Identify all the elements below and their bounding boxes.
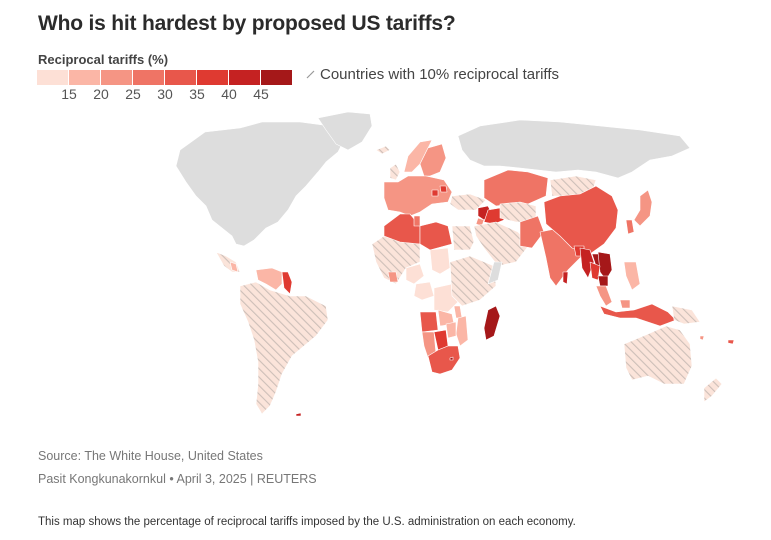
country-philippines[interactable]: Philippines: 17%	[623, 261, 641, 291]
country-zimbabwe[interactable]: Zimbabwe: 18%	[445, 321, 457, 339]
legend-tick-label: 25	[125, 86, 141, 102]
country-indonesia[interactable]: Indonesia: 32%	[599, 303, 677, 327]
source-credit: Source: The White House, United States	[38, 449, 263, 463]
country-malawi[interactable]: Malawi: 18%	[453, 305, 463, 319]
country-russia[interactable]: Russia	[457, 119, 691, 179]
legend-tick-label: 35	[189, 86, 205, 102]
country-mozambique[interactable]: Mozambique: 16%	[455, 315, 469, 347]
legend-swatch	[69, 70, 100, 85]
legend-swatch	[261, 70, 292, 85]
legend-swatch	[165, 70, 196, 85]
hatch-pattern-icon	[306, 70, 315, 79]
country-vanuatu[interactable]: Vanuatu: 22%	[699, 335, 705, 341]
country-chad[interactable]: Chad: 13%	[429, 247, 451, 275]
world-map: North AmericaGreenlandRussiaCentral Amer…	[175, 111, 735, 417]
country-kazakhstan[interactable]: Kazakhstan: 27%	[483, 169, 549, 207]
country-north-west-africa[interactable]: North/West Africa: 10%	[371, 235, 421, 285]
country-nicaragua[interactable]: Nicaragua: 18%	[229, 261, 239, 273]
legend-color-scale	[37, 70, 292, 85]
legend-tick-label: 40	[221, 86, 237, 102]
country-south-korea[interactable]: South Korea: 25%	[625, 219, 635, 235]
country-brunei[interactable]: Brunei: 24%	[619, 299, 631, 309]
country-lesotho[interactable]: Lesotho: 50%	[449, 356, 454, 361]
map-description: This map shows the percentage of recipro…	[38, 516, 576, 528]
country-greenland[interactable]: Greenland	[317, 111, 373, 151]
country-angola[interactable]: Angola: 32%	[419, 311, 439, 333]
country-iceland[interactable]: Iceland: 10%	[375, 145, 391, 155]
legend-tick-label: 20	[93, 86, 109, 102]
country-australia[interactable]: Australia: 10%	[623, 325, 693, 385]
byline: Pasit Kongkunakornkul • April 3, 2025 | …	[38, 472, 317, 486]
country-east-africa[interactable]: East Africa: 10%	[449, 255, 497, 307]
country-malaysia[interactable]: Malaysia: 24%	[595, 285, 613, 307]
country-cambodia[interactable]: Cambodia: 49%	[597, 275, 609, 287]
legend-tick-label: 30	[157, 86, 173, 102]
country-papua-new-guinea[interactable]: Papua New Guinea: 10%	[671, 305, 701, 325]
country-fiji[interactable]: Fiji: 32%	[727, 339, 735, 345]
country-sri-lanka[interactable]: Sri Lanka: 44%	[562, 271, 569, 285]
country-turkey[interactable]: Turkey: 10%	[449, 193, 487, 211]
country-pakistan[interactable]: Pakistan: 29%	[519, 215, 545, 249]
country-new-zealand[interactable]: New Zealand: 10%	[703, 377, 723, 403]
country-tunisia[interactable]: Tunisia: 28%	[413, 215, 421, 227]
country-serbia[interactable]: Serbia: 37%	[439, 185, 448, 193]
country-japan[interactable]: Japan: 24%	[633, 189, 653, 227]
legend-hatch-label: Countries with 10% reciprocal tariffs	[320, 66, 559, 83]
legend-tick-label: 15	[61, 86, 77, 102]
legend-swatch	[37, 70, 68, 85]
country-south-america[interactable]: South America: 10%	[239, 281, 329, 415]
country-iraq[interactable]: Iraq: 39%	[483, 207, 505, 225]
country-somalia[interactable]: Somalia	[487, 261, 503, 285]
country-venezuela[interactable]: Venezuela: 15%	[255, 267, 283, 291]
legend-swatch	[133, 70, 164, 85]
country-bosnia[interactable]: Bosnia: 35%	[431, 189, 439, 197]
country-south-africa[interactable]: South Africa: 30%	[427, 345, 461, 375]
country-western-europe-eu[interactable]: Western Europe (EU): 20%	[383, 175, 453, 217]
legend-title: Reciprocal tariffs (%)	[38, 52, 169, 67]
legend-hatch-entry: Countries with 10% reciprocal tariffs	[306, 66, 559, 83]
country-nigeria[interactable]: Nigeria: 14%	[405, 263, 425, 285]
legend-tick-label: 45	[253, 86, 269, 102]
country-cameroon[interactable]: Cameroon: 11%	[413, 281, 435, 301]
country-cote-d-ivoire[interactable]: Cote d'Ivoire: 21%	[387, 271, 399, 283]
country-guyana[interactable]: Guyana: 38%	[281, 271, 293, 295]
country-falkland-islands[interactable]: Falkland Islands: 41%	[295, 412, 302, 417]
country-libya[interactable]: Libya: 31%	[419, 221, 453, 251]
country-saudi-arabia-middle-east[interactable]: Saudi Arabia / Middle East: 10%	[473, 221, 531, 267]
legend-swatch	[197, 70, 228, 85]
legend-swatch	[229, 70, 260, 85]
country-china[interactable]: China: 34%	[543, 185, 619, 255]
legend-ticks: 15 20 25 30 35 40 45	[37, 86, 297, 102]
chart-title: Who is hit hardest by proposed US tariff…	[38, 12, 456, 35]
legend-swatch	[101, 70, 132, 85]
country-madagascar[interactable]: Madagascar: 47%	[483, 305, 501, 341]
country-egypt[interactable]: Egypt: 10%	[451, 225, 475, 251]
country-north-america[interactable]: North America	[175, 121, 346, 247]
country-thailand[interactable]: Thailand: 36%	[589, 261, 601, 281]
country-united-kingdom[interactable]: United Kingdom: 10%	[389, 163, 401, 181]
